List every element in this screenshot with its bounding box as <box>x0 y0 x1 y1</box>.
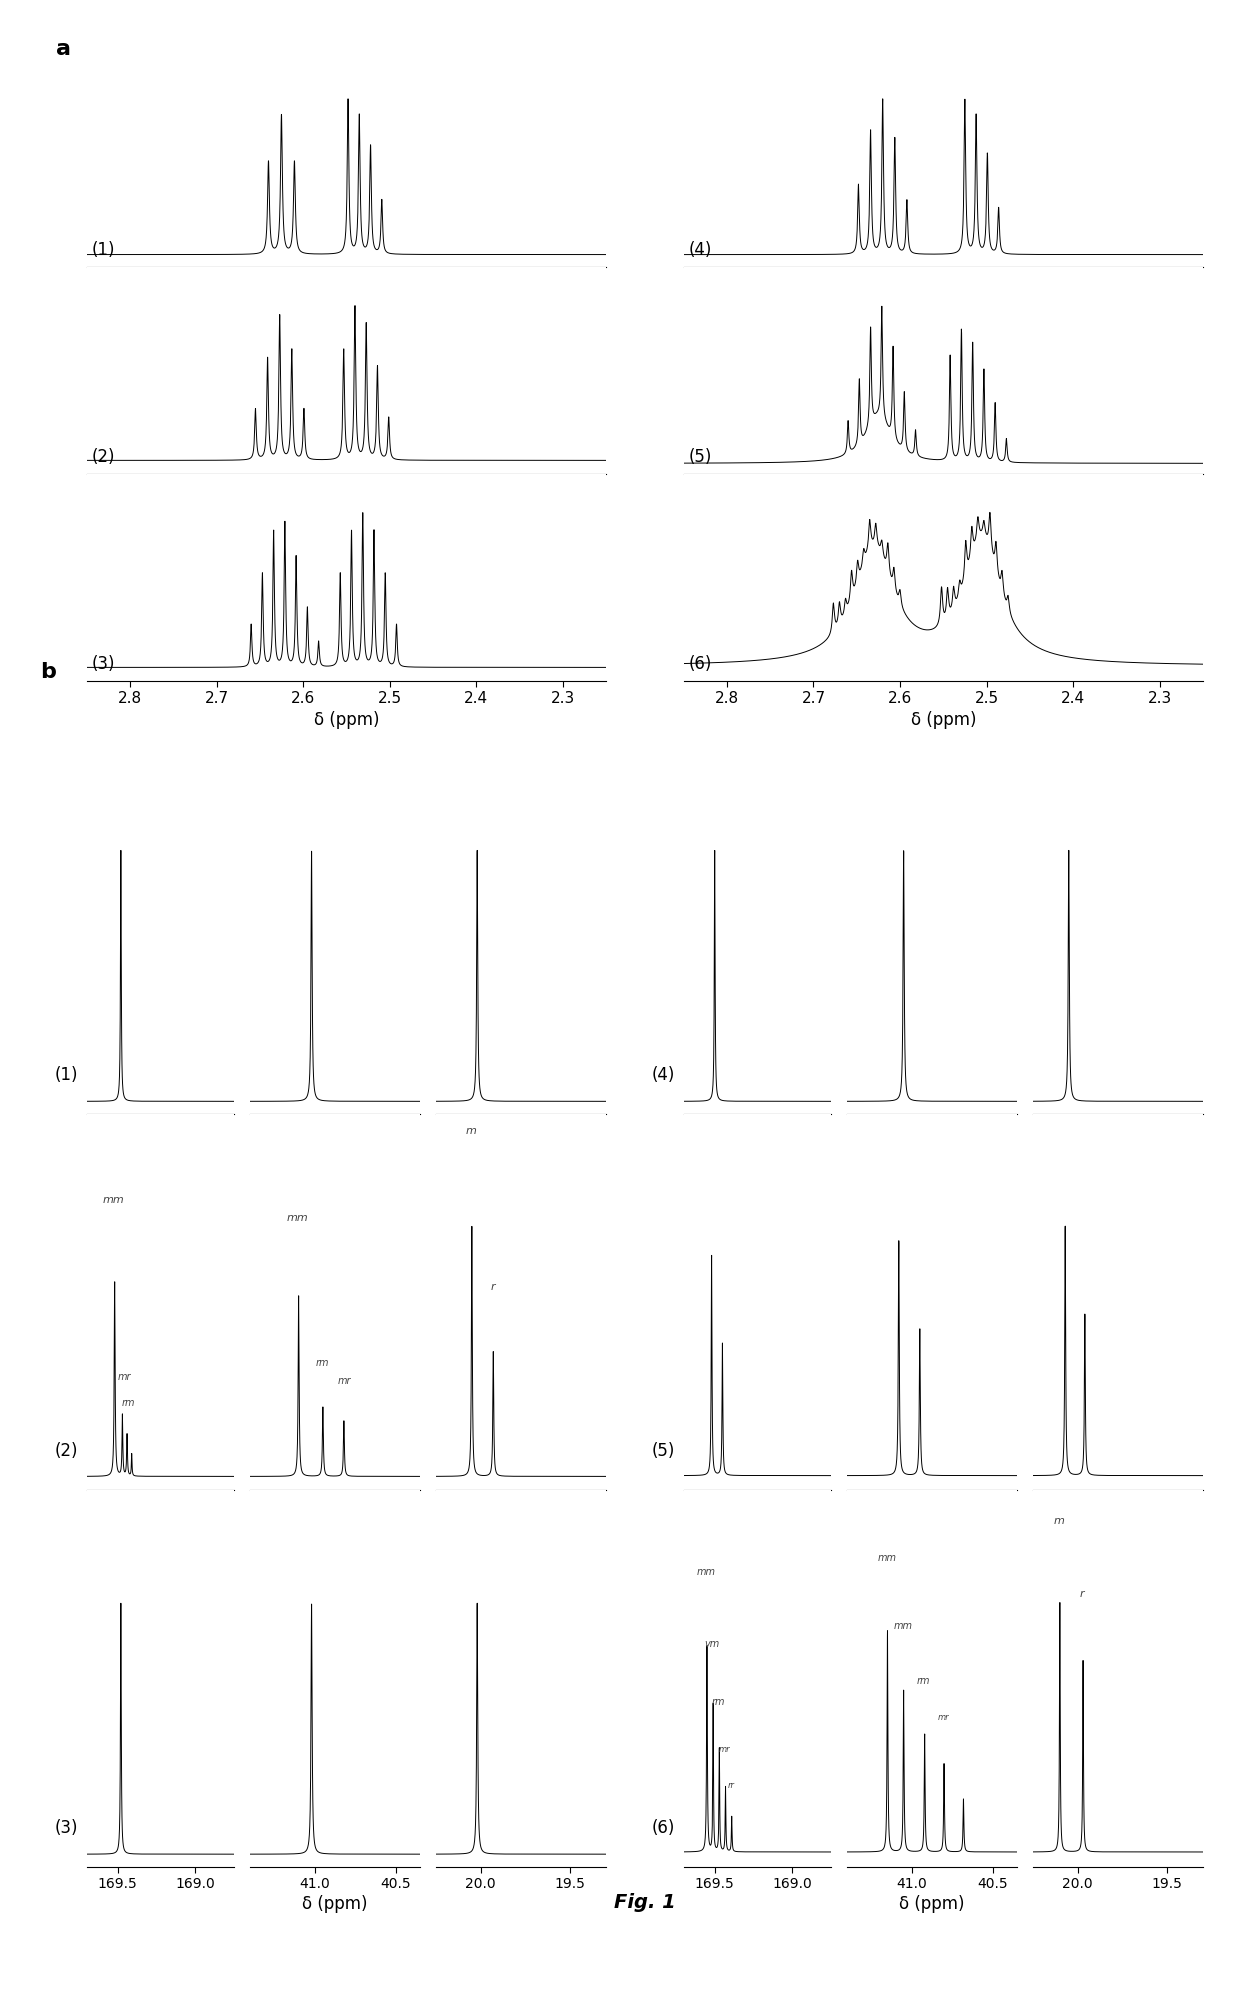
Text: (6): (6) <box>689 655 712 673</box>
Text: mm: mm <box>877 1552 897 1562</box>
Text: rm: rm <box>122 1398 135 1408</box>
Text: m: m <box>1054 1516 1064 1526</box>
Text: rm: rm <box>316 1358 330 1368</box>
Text: (1): (1) <box>55 1066 78 1084</box>
X-axis label: δ (ppm): δ (ppm) <box>910 711 976 729</box>
Text: (1): (1) <box>92 242 115 260</box>
Text: mr: mr <box>337 1376 351 1386</box>
X-axis label: δ (ppm): δ (ppm) <box>899 1895 965 1913</box>
Text: (5): (5) <box>689 447 712 465</box>
Text: Fig. 1: Fig. 1 <box>614 1893 676 1913</box>
Text: r: r <box>491 1282 496 1292</box>
Text: vm: vm <box>704 1640 720 1650</box>
Text: mm: mm <box>286 1212 309 1222</box>
Text: r: r <box>1080 1590 1085 1600</box>
Text: (5): (5) <box>651 1442 675 1460</box>
Text: m: m <box>465 1126 476 1136</box>
Text: mr: mr <box>937 1713 949 1721</box>
Text: rm: rm <box>918 1675 930 1685</box>
Text: (4): (4) <box>651 1066 675 1084</box>
Text: (2): (2) <box>92 447 115 465</box>
X-axis label: δ (ppm): δ (ppm) <box>303 1895 368 1913</box>
Text: (3): (3) <box>92 655 115 673</box>
Text: mr: mr <box>118 1372 130 1382</box>
Text: mm: mm <box>697 1568 715 1578</box>
Text: rr: rr <box>728 1781 734 1791</box>
Text: (3): (3) <box>55 1819 78 1837</box>
Text: rm: rm <box>712 1697 725 1707</box>
Text: mm: mm <box>103 1194 125 1204</box>
Text: mm: mm <box>893 1622 913 1632</box>
Text: (4): (4) <box>689 242 712 260</box>
X-axis label: δ (ppm): δ (ppm) <box>314 711 379 729</box>
Text: a: a <box>56 40 71 60</box>
Text: b: b <box>40 663 56 683</box>
Text: mr: mr <box>719 1745 730 1753</box>
Text: (6): (6) <box>651 1819 675 1837</box>
Text: (2): (2) <box>55 1442 78 1460</box>
